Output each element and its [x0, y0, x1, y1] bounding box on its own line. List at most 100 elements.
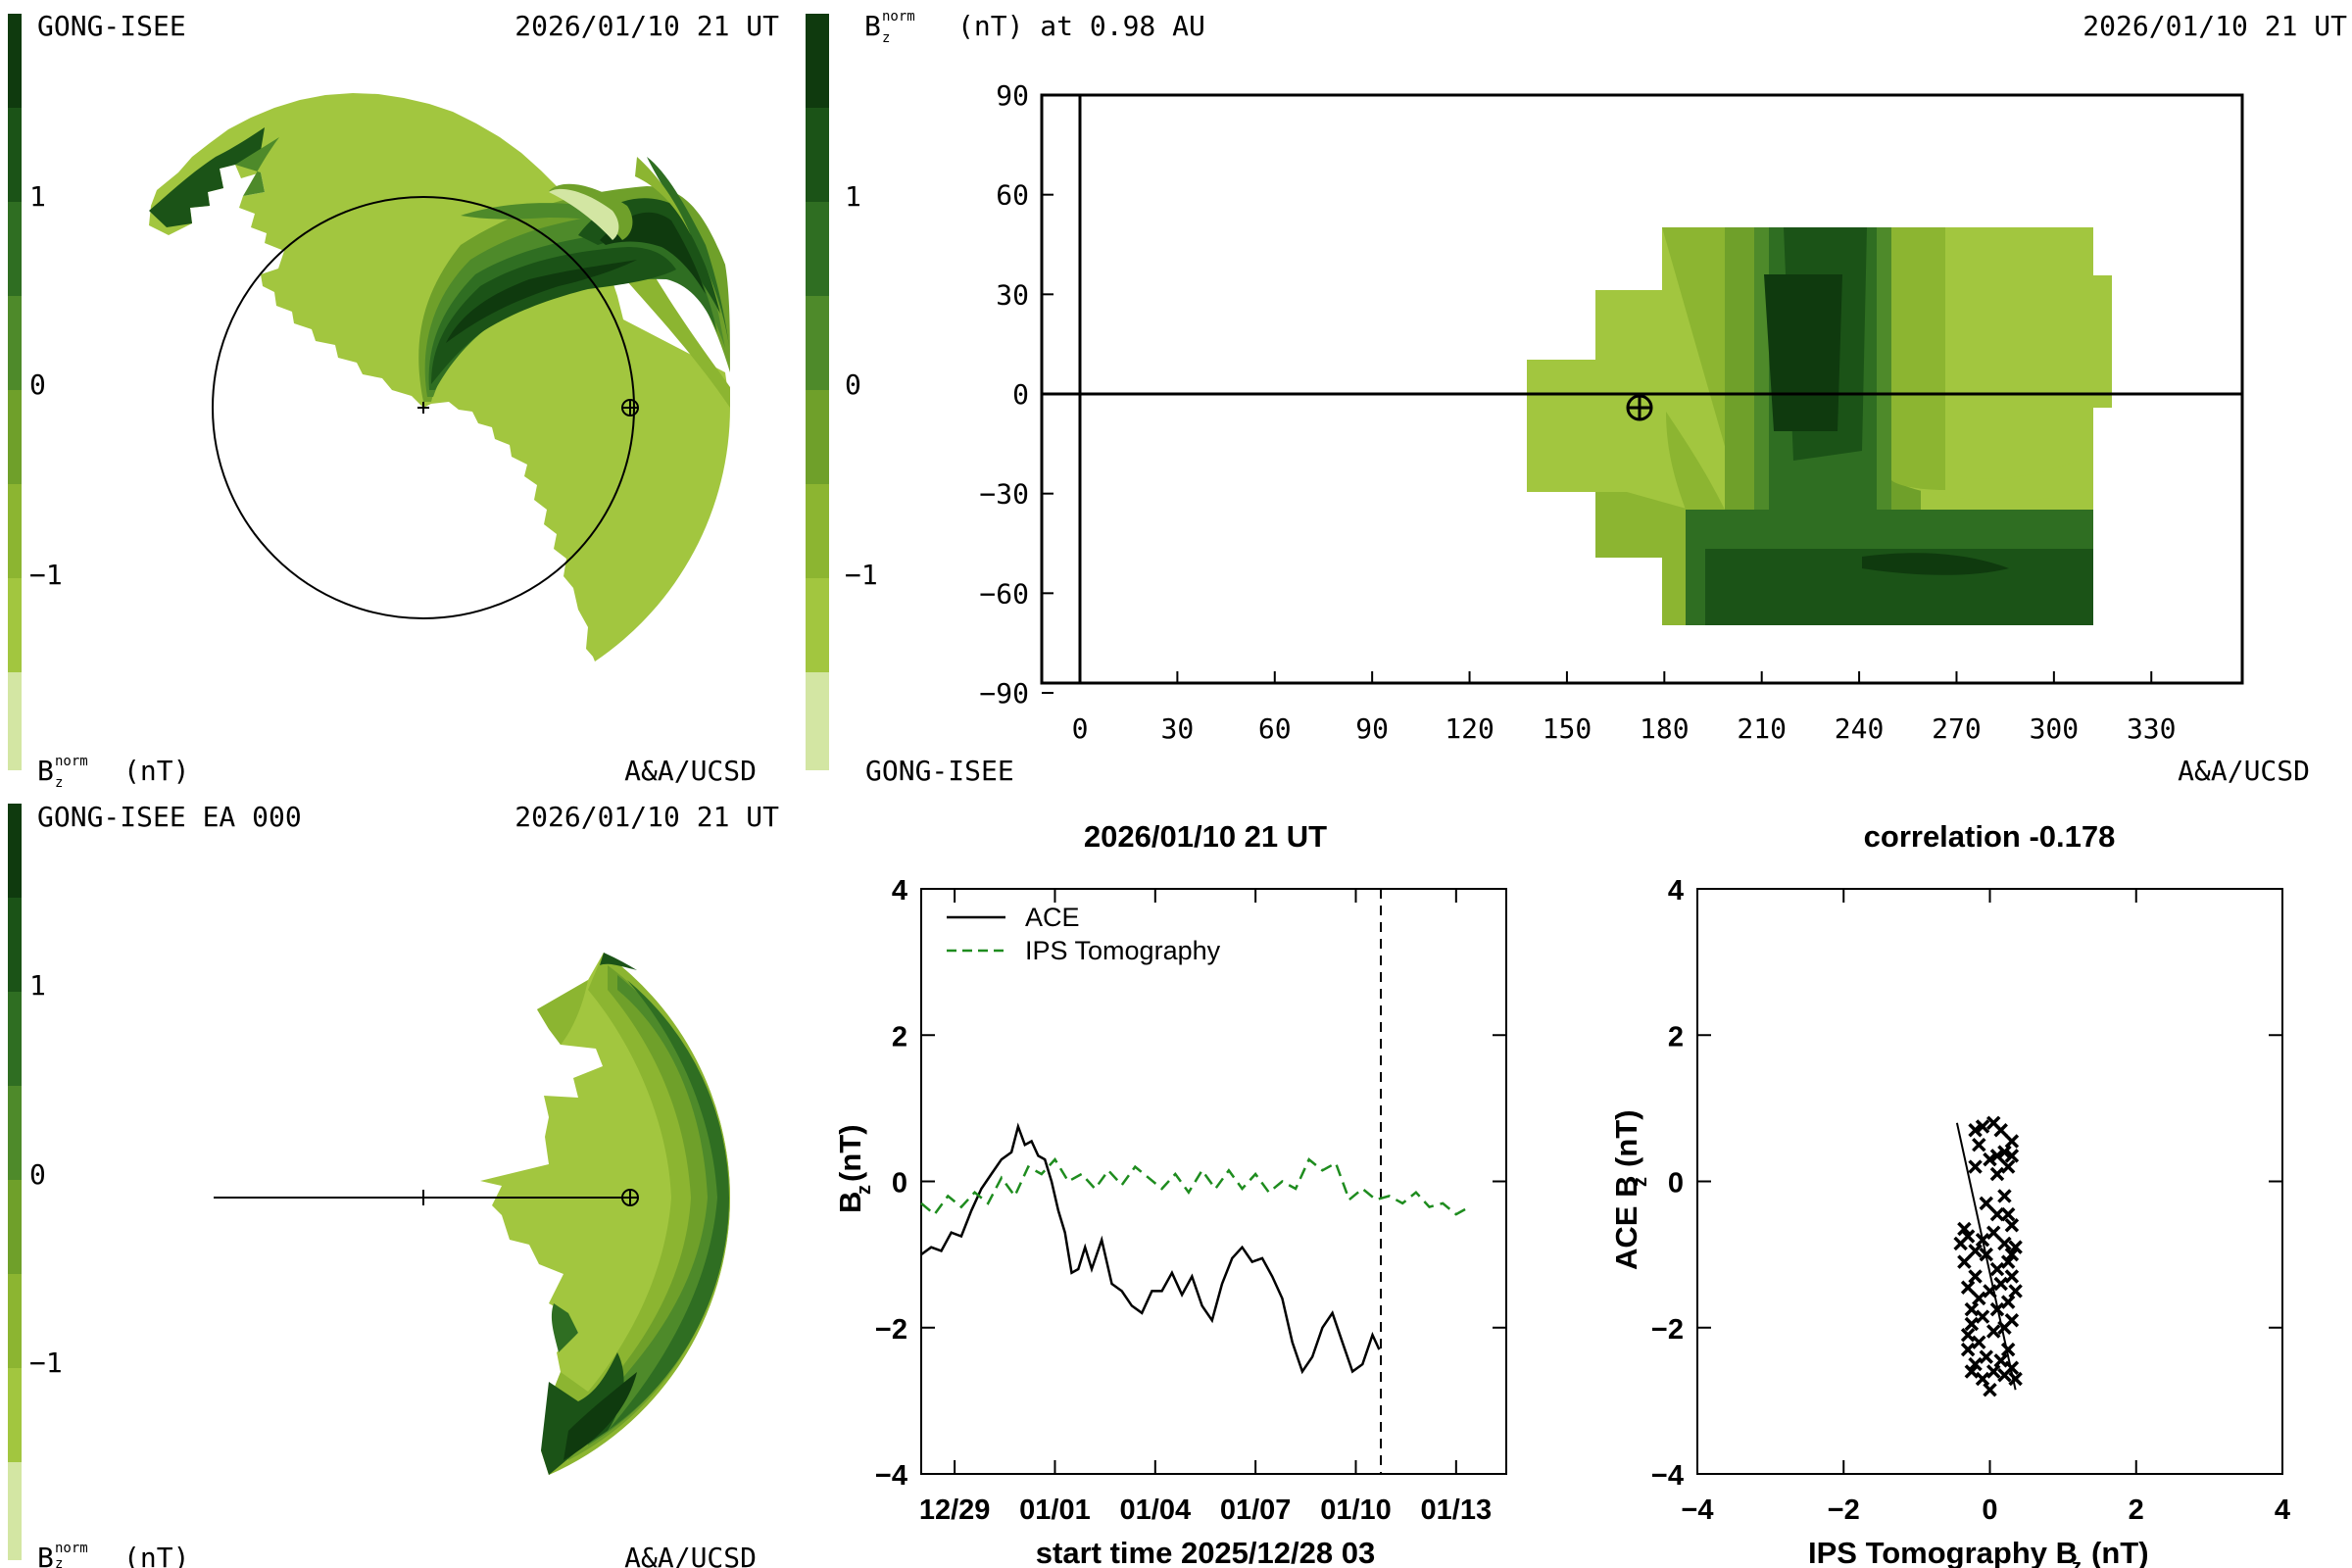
scatter-point [1968, 1244, 1983, 1258]
series-line-ips [920, 1157, 1471, 1216]
svg-text:IPS Tomography B: IPS Tomography B [1808, 1536, 2078, 1568]
legend: ACE IPS Tomography [947, 903, 1221, 965]
y-tick-label: 4 [1668, 875, 1684, 906]
scale-tick-label: 0 [29, 1158, 46, 1191]
scale-tick-label: 1 [29, 969, 46, 1002]
svg-text:z: z [1630, 1177, 1651, 1187]
scatter-point [1957, 1254, 1972, 1269]
legend-label-ips: IPS Tomography [1025, 936, 1221, 965]
scatter-point [1968, 1159, 1983, 1174]
scatter-point [2004, 1360, 2020, 1376]
y-tick-label: 0 [1668, 1168, 1684, 1200]
map-x-tick-label: 240 [1835, 712, 1885, 745]
x-tick-label: 12/29 [919, 1494, 991, 1526]
x-tick-label: −2 [1828, 1494, 1860, 1526]
scatter-point [1972, 1335, 1986, 1349]
panel-source-label: GONG-ISEE EA 000 [37, 801, 302, 833]
scatter-point [1997, 1145, 2012, 1159]
x-tick-label: −4 [1681, 1494, 1713, 1526]
chart-title: 2026/01/10 21 UT [1084, 819, 1327, 854]
scale-tick-label: −1 [29, 1347, 63, 1379]
svg-text:z: z [882, 30, 890, 46]
color-scale-bar [806, 14, 829, 770]
fit-line [1955, 1122, 2017, 1391]
scatter-point [1979, 1349, 1994, 1364]
scatter-point [1993, 1276, 2008, 1292]
scatter-point [1983, 1382, 1997, 1397]
panel-title: B norm z (nT) at 0.98 AU [864, 9, 1205, 46]
svg-text:B: B [37, 1542, 54, 1568]
scatter-point [1957, 1221, 1972, 1237]
map-y-tick-label: 0 [1012, 378, 1029, 411]
scale-tick-label: 1 [29, 180, 46, 213]
scatter-point [2004, 1134, 2020, 1149]
scale-segment [8, 108, 22, 202]
scatter-point [1989, 1261, 2005, 1277]
scale-segment [8, 390, 22, 484]
x-axis-ticks: 12/29 01/01 01/04 01/07 01/10 01/13 [919, 889, 1492, 1526]
credit-label: A&A/UCSD [624, 1542, 757, 1568]
series-lines [920, 1122, 1471, 1375]
y-axis-ticks: 4 2 0 −2 −4 [875, 875, 1506, 1492]
scatter-point [2004, 1247, 2020, 1262]
plot-frame [1696, 888, 2283, 1475]
map-y-tick-label: 90 [996, 79, 1029, 112]
svg-text:z: z [854, 1185, 875, 1195]
panel-bottom-left: GONG-ISEE EA 000 2026/01/10 21 UT 1 0 −1… [8, 801, 779, 1568]
scatter-point [1968, 1269, 1983, 1284]
x-tick-label: 0 [1982, 1494, 1997, 1526]
map-x-tick-label: 150 [1543, 712, 1592, 745]
scatter-point [1985, 1225, 2001, 1240]
scatter-point [2004, 1269, 2020, 1284]
scatter-point [2008, 1240, 2023, 1254]
credit-label: A&A/UCSD [624, 755, 757, 787]
scatter-point [1975, 1119, 1990, 1134]
scatter-point [1968, 1356, 1983, 1372]
scatter-point [1960, 1327, 1976, 1343]
map-x-tick-label: 90 [1355, 712, 1389, 745]
map-x-tick-label: 0 [1072, 712, 1089, 745]
y-tick-label: 2 [1668, 1021, 1684, 1053]
y-tick-label: 0 [892, 1168, 907, 1200]
color-scale-bar [8, 804, 22, 1560]
map-x-tick-label: 300 [2030, 712, 2080, 745]
map-x-tick-label: 180 [1640, 712, 1690, 745]
svg-text:(nT): (nT) [1609, 1109, 1643, 1167]
y-tick-label: −2 [1651, 1314, 1684, 1346]
scatter-point [1975, 1371, 1990, 1387]
scale-segment [8, 202, 22, 296]
map-y-tick-label: −30 [979, 478, 1029, 511]
x-axis-label: start time 2025/12/28 03 [1036, 1536, 1375, 1568]
plot-frame [920, 888, 1507, 1475]
panel-timestamp: 2026/01/10 21 UT [514, 10, 779, 42]
scatter-point [1989, 1149, 2005, 1163]
scatter-point [1979, 1196, 1994, 1211]
map-y-tick-label: −90 [979, 677, 1029, 710]
scatter-point [1960, 1342, 1976, 1357]
svg-text:(nT): (nT) [123, 755, 189, 787]
lat-lon-map [1527, 227, 2112, 625]
scatter-point [1975, 1309, 1990, 1324]
map-x-tick-label: 120 [1445, 712, 1494, 745]
scatter-point [2008, 1284, 2023, 1298]
color-scale-bar [8, 14, 22, 770]
earth-marker-icon [621, 1189, 639, 1206]
map-y-tick-label: −60 [979, 577, 1029, 610]
legend-label-ace: ACE [1025, 903, 1080, 932]
y-tick-label: 4 [892, 875, 907, 906]
svg-text:(nT): (nT) [2091, 1536, 2149, 1568]
scale-segment [8, 296, 22, 390]
panel-timestamp: 2026/01/10 21 UT [2082, 10, 2347, 42]
map-x-ticks: 0 30 60 90 120 150 180 210 240 270 300 330 [1072, 671, 2177, 745]
sun-marker [417, 402, 429, 414]
tomography-polar-map [149, 93, 730, 662]
svg-text:norm: norm [55, 754, 88, 769]
scale-segment [8, 672, 22, 770]
scatter-point [1972, 1291, 1986, 1306]
scatter-point [2000, 1295, 2016, 1309]
scale-tick-label: 0 [29, 368, 46, 401]
scatter-point [1985, 1364, 2001, 1379]
scale-tick-label: −1 [845, 559, 878, 591]
scatter-point [1993, 1123, 2008, 1138]
scatter-point [1985, 1324, 2001, 1339]
